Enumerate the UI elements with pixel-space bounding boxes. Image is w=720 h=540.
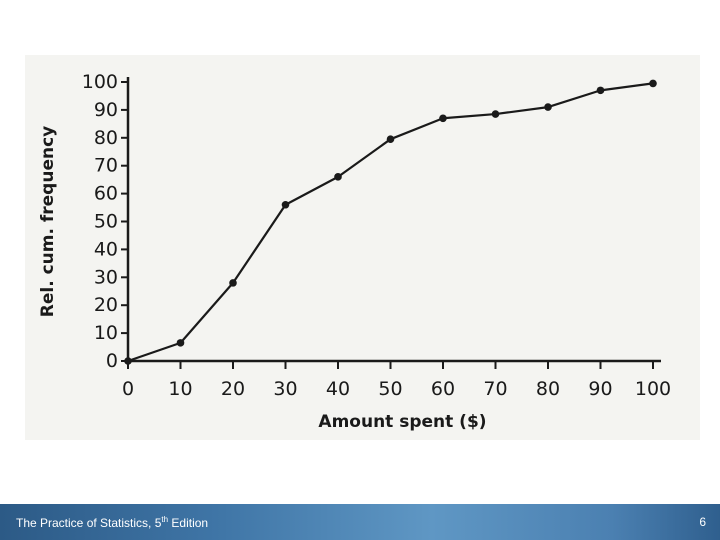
data-point — [124, 357, 132, 365]
data-point — [334, 173, 342, 181]
series-line — [127, 82, 654, 363]
y-tick-label: 60 — [94, 183, 118, 205]
x-tick-label: 20 — [221, 378, 245, 400]
page-number: 6 — [699, 515, 706, 529]
x-tick-label: 70 — [483, 378, 507, 400]
x-tick-label: 100 — [635, 378, 671, 400]
y-tick-label: 70 — [94, 155, 118, 177]
y-tick-label: 0 — [106, 350, 118, 372]
y-tick-label: 100 — [82, 71, 118, 93]
chart-svg: 0 10 20 30 40 50 60 70 80 90 100 0 10 20 30 40 50 60 70 80 9… — [38, 71, 671, 432]
footer-title-suffix: Edition — [168, 516, 209, 530]
footer-title-main: The Practice of Statistics, 5 — [16, 516, 162, 530]
footer-title-superscript: th — [161, 515, 169, 524]
y-tick-label: 90 — [94, 99, 118, 121]
y-tick-label: 40 — [94, 238, 118, 260]
data-point — [229, 279, 237, 287]
data-point — [544, 103, 552, 111]
footer-bar: The Practice of Statistics, 5th Edition … — [0, 504, 720, 540]
chart-figure: 0 10 20 30 40 50 60 70 80 90 100 0 10 20 30 40 50 60 70 80 9… — [25, 55, 700, 440]
data-point — [439, 114, 447, 123]
y-tick-label: 20 — [94, 294, 118, 316]
y-tick-label: 50 — [94, 211, 118, 233]
data-point — [176, 339, 185, 347]
x-tick-label: 10 — [168, 378, 192, 400]
x-tick-label: 30 — [273, 378, 297, 400]
y-tick-label: 10 — [94, 322, 118, 344]
x-tick-label: 60 — [431, 378, 455, 400]
x-tick-label: 80 — [536, 378, 560, 400]
y-axis-title: Rel. cum. frequency — [38, 126, 58, 317]
data-point — [386, 135, 395, 143]
data-point — [281, 200, 290, 209]
x-axis-title: Amount spent ($) — [318, 412, 486, 432]
footer-title: The Practice of Statistics, 5th Edition — [16, 515, 208, 530]
x-tick-label: 90 — [588, 378, 612, 400]
y-tick-label: 80 — [94, 127, 118, 149]
x-tick-label: 40 — [326, 378, 350, 400]
data-point — [596, 86, 605, 95]
x-tick-label: 50 — [378, 378, 402, 400]
x-tick-label: 0 — [122, 378, 134, 400]
data-point — [649, 79, 657, 88]
data-point — [491, 110, 500, 118]
y-tick-label: 30 — [94, 266, 118, 288]
